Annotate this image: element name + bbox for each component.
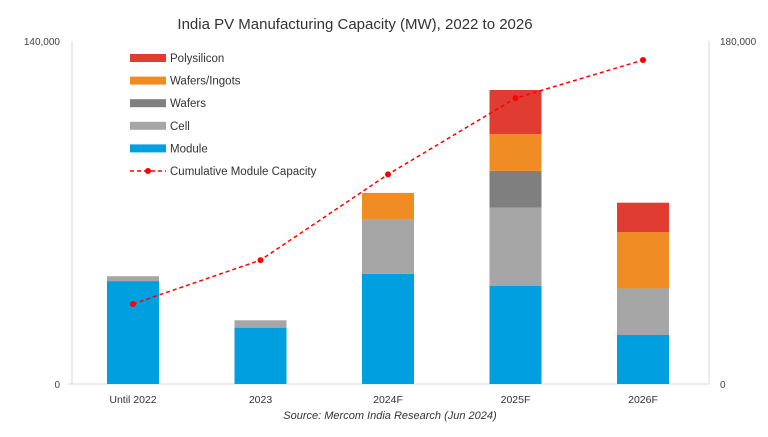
- legend-swatch-wafers: [130, 99, 166, 108]
- legend-label: Polysilicon: [170, 53, 224, 65]
- x-tick-label: 2026F: [628, 394, 658, 406]
- x-tick-label: Until 2022: [109, 394, 156, 406]
- bar-module-4: [617, 335, 669, 384]
- cumulative-point-2: [385, 171, 391, 178]
- y-tick-min: 0: [54, 380, 60, 391]
- legend-swatch-wafers-ingots: [130, 76, 166, 85]
- bar-cell-0: [107, 276, 159, 282]
- chart-title: India PV Manufacturing Capacity (MW), 20…: [177, 16, 532, 33]
- legend-label: Wafers/Ingots: [170, 76, 241, 88]
- bar-wafers-ingots-4: [617, 232, 669, 289]
- cumulative-point-0: [130, 300, 136, 307]
- legend-label: Cumulative Module Capacity: [170, 166, 317, 178]
- legend-label: Wafers: [170, 98, 206, 110]
- y2-tick-max: 180,000: [720, 37, 757, 48]
- bar-wafers-ingots-2: [362, 192, 414, 220]
- bar-cell-1: [234, 320, 287, 328]
- legend-label: Module: [170, 143, 208, 155]
- bar-cell-2: [362, 219, 414, 274]
- x-tick-label: 2024F: [373, 394, 403, 406]
- x-tick-label: 2023: [249, 394, 273, 406]
- bar-wafers-3: [489, 170, 542, 208]
- legend-swatch-cell: [130, 121, 166, 130]
- x-tick-label: 2025F: [501, 394, 531, 406]
- legend-marker-cumulative: [145, 168, 151, 174]
- bar-polysilicon-4: [617, 202, 669, 233]
- bar-cell-3: [489, 207, 542, 286]
- cumulative-point-1: [257, 257, 264, 264]
- bar-module-3: [489, 286, 542, 384]
- source-note: Source: Mercom India Research (Jun 2024): [283, 410, 497, 422]
- legend-swatch-module: [130, 144, 166, 153]
- bar-cell-4: [617, 288, 669, 335]
- cumulative-point-3: [512, 95, 519, 102]
- bar-module-2: [362, 273, 414, 384]
- y2-tick-min: 0: [720, 380, 726, 391]
- y-tick-max: 140,000: [24, 37, 61, 48]
- bar-module-0: [107, 281, 159, 384]
- legend-label: Cell: [170, 121, 190, 133]
- cumulative-point-4: [640, 57, 646, 64]
- bar-module-1: [234, 327, 287, 384]
- legend-swatch-polysilicon: [130, 54, 166, 62]
- bar-wafers-ingots-3: [489, 134, 542, 171]
